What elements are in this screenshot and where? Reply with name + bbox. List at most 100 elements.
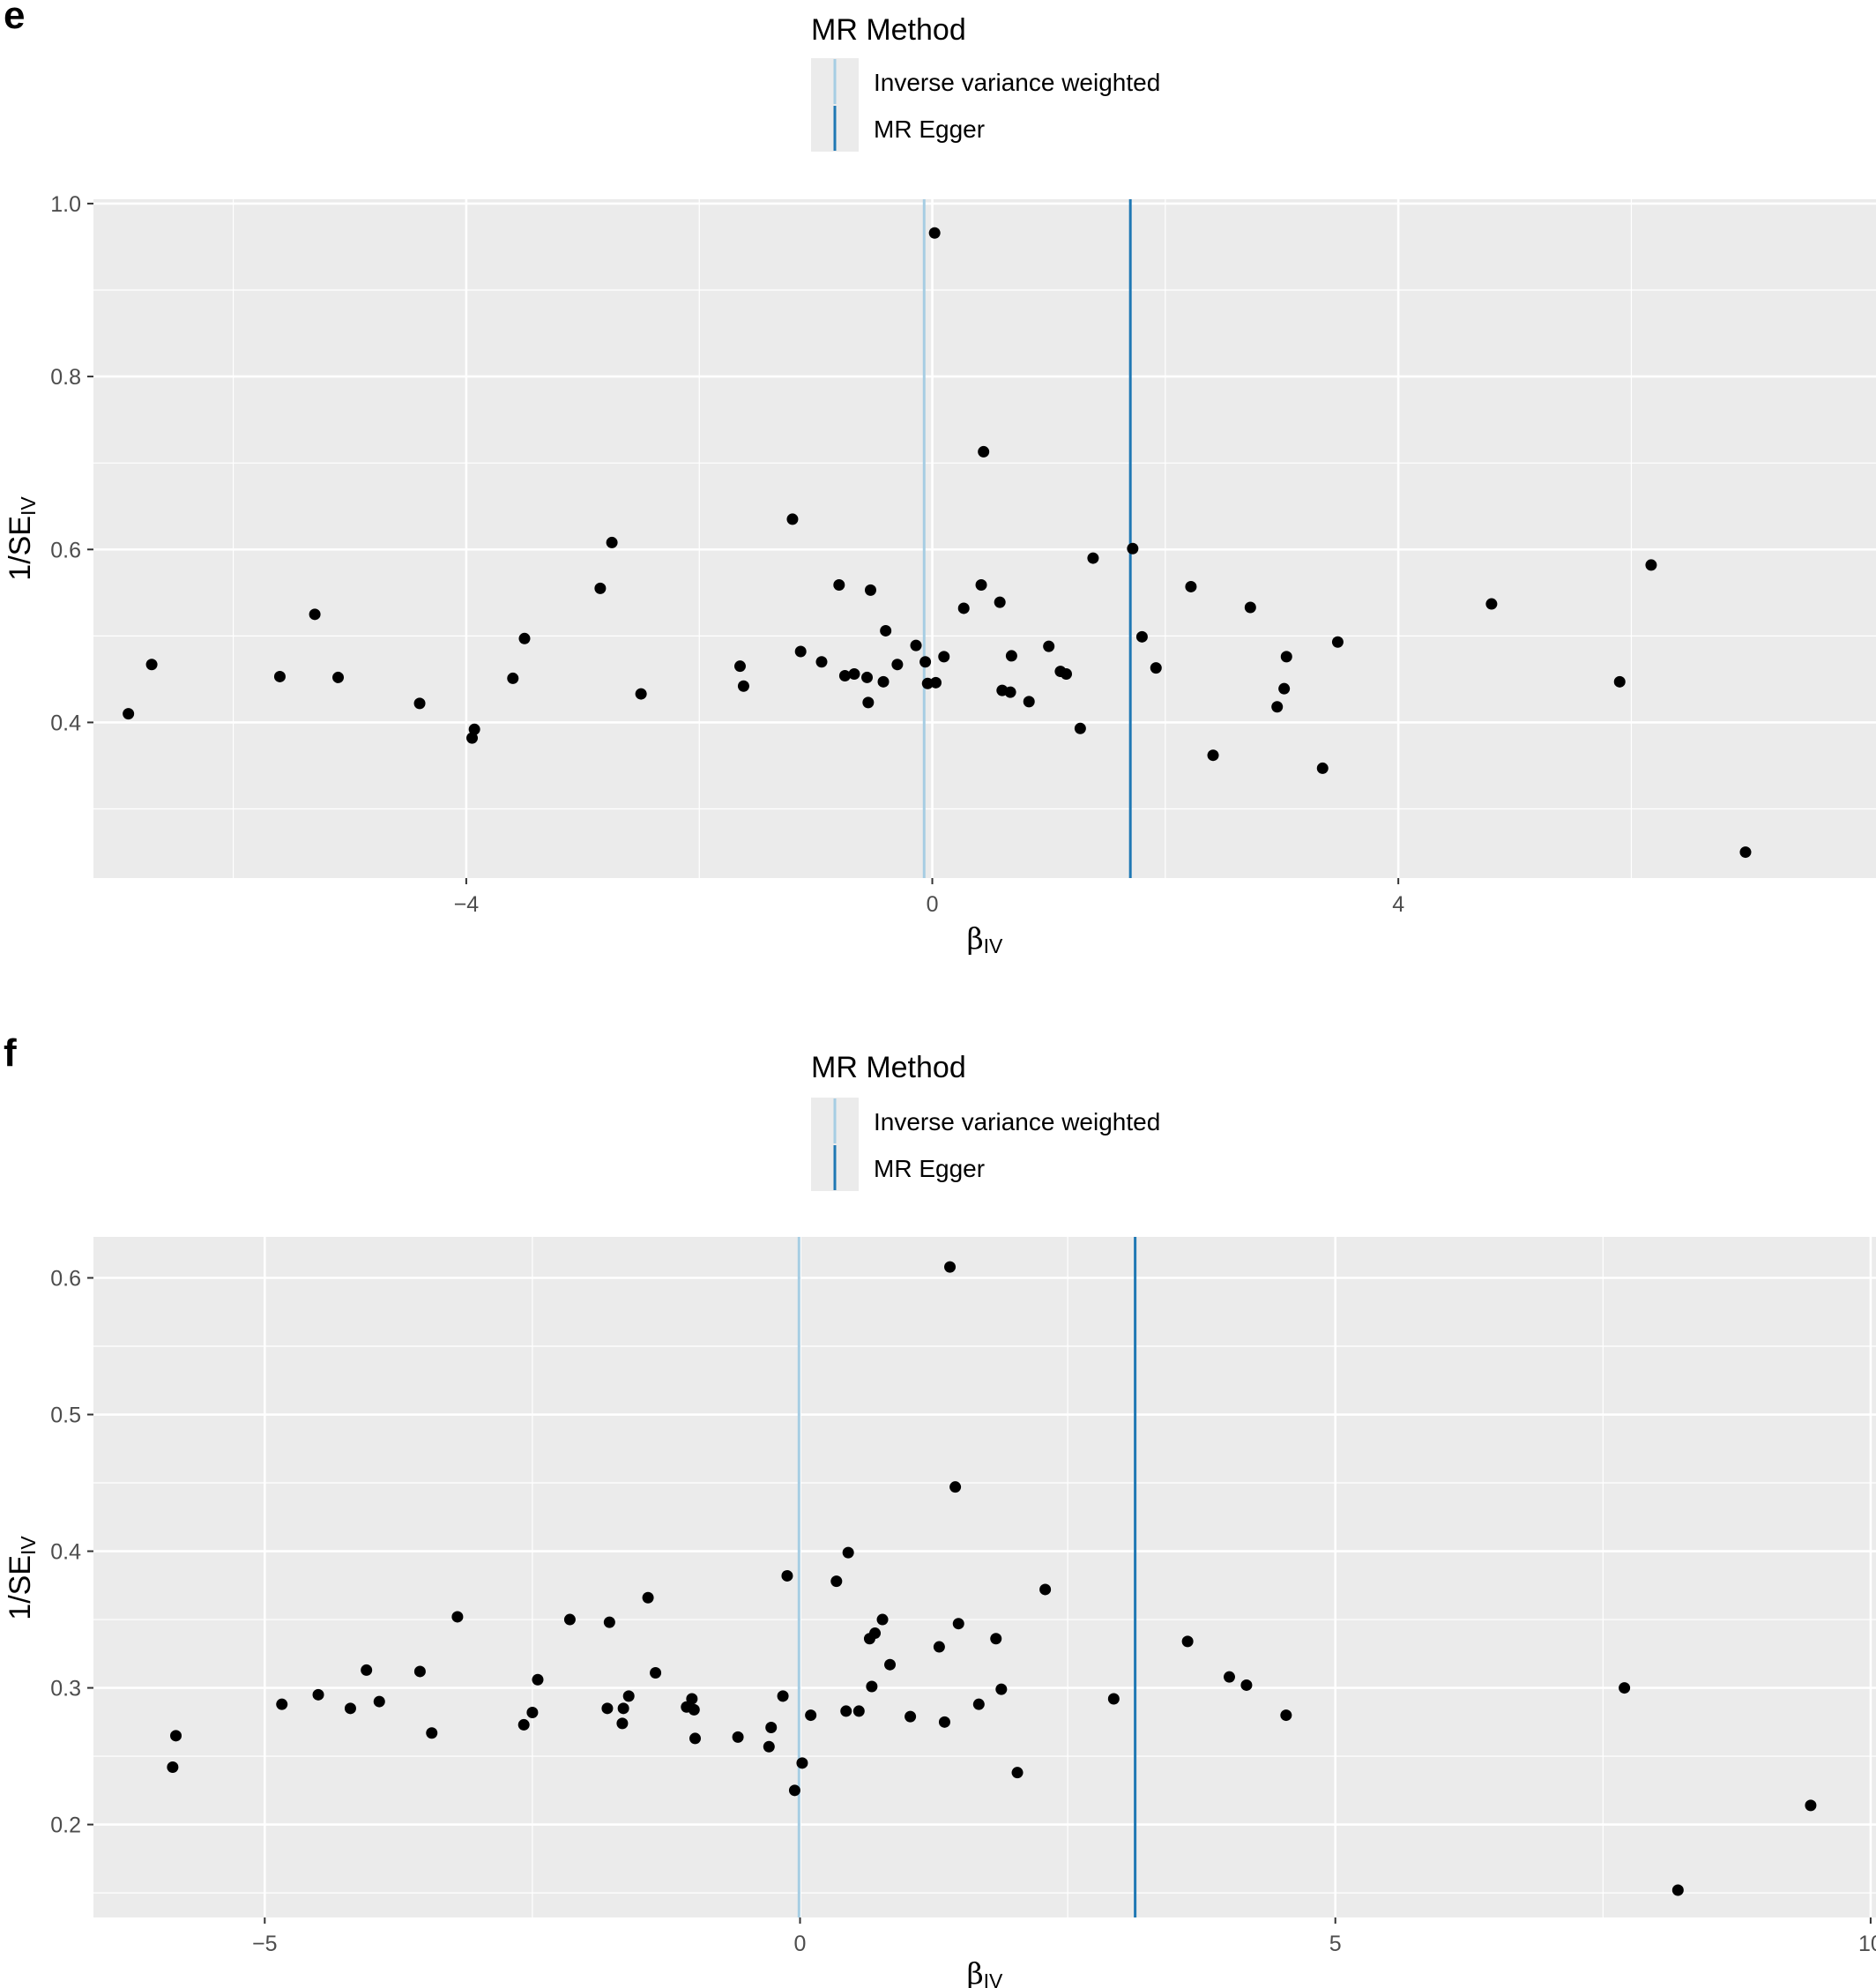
data-point [517,1718,530,1731]
data-point [603,1616,615,1628]
data-point [765,1722,778,1734]
data-point [938,1716,950,1728]
data-point [344,1702,356,1715]
data-point [466,732,479,744]
data-point [1316,762,1329,774]
data-point [451,1611,464,1623]
data-point [1023,696,1035,708]
y-axis-label: 1/SEIV [4,1536,40,1620]
data-point [952,1618,964,1630]
y-tick-label: 0.2 [50,1813,81,1838]
data-point [838,669,851,681]
data-point [688,1703,700,1716]
y-tick-label: 0.3 [50,1677,81,1701]
data-point [1087,552,1099,564]
data-point [733,660,746,673]
data-point [938,651,950,663]
data-point [891,659,904,671]
data-point [1271,701,1284,713]
data-point [861,671,874,683]
data-point [975,578,987,591]
panel-letter: e [4,0,25,37]
data-point [815,656,828,668]
data-point [413,697,426,710]
data-point [990,1633,1002,1645]
data-point [1613,675,1626,688]
data-point [833,578,845,591]
data-point [1240,1679,1253,1691]
chart-panel-f: f MR Method Inverse variance weighted MR Eg… [4,1031,1876,1988]
data-point [635,688,647,700]
plot-background [93,199,1876,878]
data-point [794,645,807,658]
legend-title: MR Method [811,13,966,47]
data-point [929,676,942,689]
data-point [830,1575,843,1588]
data-point [361,1664,373,1676]
data-point [507,672,519,684]
data-point [276,1698,288,1710]
data-point [1485,598,1498,610]
chart-panel-e: e MR Method Inverse variance weighted MR Eg… [4,0,1876,957]
data-point [373,1695,385,1708]
x-axis-label: βIV [967,1956,1003,1988]
legend-label: Inverse variance weighted [874,1108,1160,1135]
data-point [1207,749,1219,762]
data-point [957,602,970,614]
x-tick-label: 5 [1329,1932,1342,1956]
data-point [594,582,607,594]
data-point [1671,1884,1684,1896]
x-tick-label: −5 [252,1932,278,1956]
data-point [910,639,922,651]
y-tick-label: 0.4 [50,711,81,735]
data-point [642,1591,654,1604]
data-point [1244,601,1256,614]
data-point [737,680,749,692]
data-point [1039,1583,1052,1596]
data-point [862,696,875,709]
data-point [864,584,876,596]
data-point [877,675,890,688]
legend-label: MR Egger [874,1155,985,1182]
data-point [840,1705,852,1717]
y-tick-label: 0.6 [50,538,81,562]
data-point [1331,636,1344,648]
data-point [933,1641,945,1653]
data-point [763,1740,775,1753]
y-axis-label: 1/SEIV [4,496,40,581]
legend-label: MR Egger [874,115,985,143]
data-point [1805,1799,1817,1812]
data-point [1619,1682,1631,1694]
data-point [1739,846,1752,859]
data-point [1280,651,1292,663]
data-point [526,1706,539,1718]
data-point [1005,650,1017,662]
data-point [788,1784,800,1797]
data-point [972,1698,985,1710]
data-point [1043,640,1055,652]
data-point [842,1546,854,1559]
y-tick-label: 1.0 [50,192,81,217]
data-point [852,1705,865,1717]
data-point [1223,1671,1235,1683]
data-point [1645,559,1657,571]
data-point [563,1613,576,1626]
legend-title: MR Method [811,1051,966,1084]
data-point [978,445,990,458]
data-point [1181,1635,1194,1648]
data-point [995,1683,1008,1695]
data-point [468,723,480,735]
y-tick-label: 0.5 [50,1404,81,1428]
data-point [1185,580,1197,592]
data-point [312,1688,324,1701]
data-point [884,1658,897,1671]
data-point [606,536,618,548]
data-point [869,1627,882,1640]
data-point [876,1613,889,1626]
data-point [1074,722,1086,734]
y-tick-label: 0.4 [50,1540,81,1565]
y-tick-label: 0.6 [50,1267,81,1292]
y-tick-label: 0.8 [50,365,81,390]
data-point [928,227,941,239]
